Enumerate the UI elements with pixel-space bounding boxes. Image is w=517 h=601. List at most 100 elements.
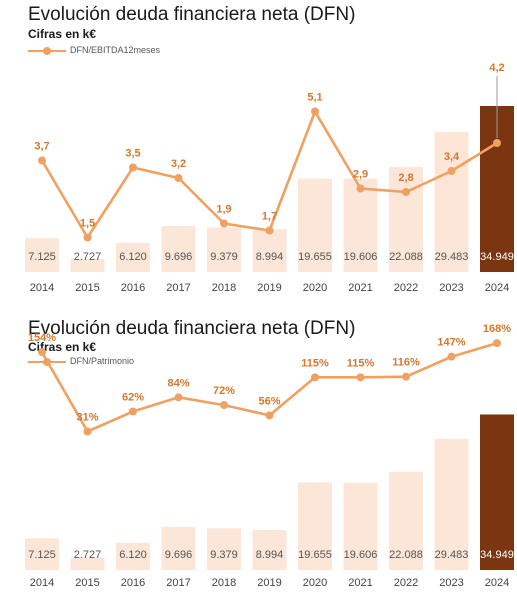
line-point-2017 bbox=[174, 393, 183, 402]
bar-value-label: 7.125 bbox=[28, 251, 56, 263]
line-point-group bbox=[38, 107, 501, 242]
chart-plot-patrimonio: 7.125 2.727 6.120 9.696 9.379 8.994 19.655 19.6… bbox=[25, 323, 514, 589]
x-axis: 2014 2015 2016 2017 2018 2019 2020 2021 2022 2023… bbox=[30, 282, 509, 294]
x-tick-label: 2019 bbox=[257, 577, 281, 589]
x-tick-label: 2016 bbox=[121, 577, 145, 589]
line-point-2018 bbox=[220, 219, 228, 228]
line-value-label: 3,2 bbox=[171, 158, 186, 170]
chart-subtitle: Cifras en k€ bbox=[28, 27, 97, 41]
line-value-label: 147% bbox=[437, 337, 465, 349]
bar-2019 bbox=[252, 229, 287, 272]
bar-label-group: 7.125 2.727 6.120 9.696 9.379 8.994 19.655 19.6… bbox=[28, 251, 514, 263]
x-tick-label: 2014 bbox=[30, 282, 54, 294]
bar-2022 bbox=[389, 471, 423, 570]
line-point-2016 bbox=[129, 163, 137, 172]
chart-panel-ebitda: Evolución deuda financiera neta (DFN) Ci… bbox=[0, 0, 517, 300]
line-point-2014 bbox=[38, 348, 46, 357]
bar-2021 bbox=[343, 482, 378, 570]
line-value-label: 4,2 bbox=[489, 62, 504, 74]
line-value-label: 1,9 bbox=[216, 204, 231, 216]
bar-value-label: 29.483 bbox=[435, 549, 469, 561]
line-point-2020 bbox=[311, 107, 319, 116]
line-point-2023 bbox=[447, 167, 456, 175]
x-tick-label: 2024 bbox=[485, 282, 509, 294]
bar-2015 bbox=[70, 557, 105, 570]
line-value-label: 1,7 bbox=[262, 211, 277, 223]
x-tick-label: 2020 bbox=[303, 577, 327, 589]
line-point-2022 bbox=[402, 188, 410, 196]
chart-title: Evolución deuda financiera neta (DFN) bbox=[28, 4, 356, 25]
bar-value-label: 2.727 bbox=[74, 251, 102, 263]
x-tick-label: 2024 bbox=[485, 577, 509, 589]
legend-line-marker bbox=[28, 47, 66, 55]
bar-2018 bbox=[207, 227, 241, 272]
bar-2019 bbox=[252, 529, 287, 570]
bar-value-label: 34.949 bbox=[480, 549, 514, 561]
bar-value-label: 6.120 bbox=[119, 549, 147, 561]
line-value-label: 3,4 bbox=[444, 151, 460, 163]
x-tick-label: 2017 bbox=[166, 282, 190, 294]
x-tick-label: 2018 bbox=[212, 282, 236, 294]
x-tick-label: 2017 bbox=[166, 577, 190, 589]
line-point-2018 bbox=[220, 401, 228, 410]
x-tick-label: 2015 bbox=[75, 282, 99, 294]
chart-panel-patrimonio: Evolución deuda financiera neta (DFN) Ci… bbox=[0, 310, 517, 601]
x-tick-label: 2021 bbox=[348, 282, 372, 294]
line-point-2019 bbox=[265, 226, 274, 235]
line-point-2015 bbox=[83, 427, 92, 436]
bar-value-label: 19.655 bbox=[298, 251, 332, 263]
x-tick-label: 2020 bbox=[303, 282, 327, 294]
line-point-2016 bbox=[129, 407, 137, 416]
line-point-2019 bbox=[265, 411, 274, 420]
bar-value-label: 19.606 bbox=[344, 549, 378, 561]
bar-value-label: 2.727 bbox=[74, 549, 102, 561]
bar-2020 bbox=[298, 482, 332, 570]
line-value-label: 116% bbox=[392, 357, 420, 369]
bar-2023 bbox=[434, 131, 469, 272]
line-value-label: 154% bbox=[28, 332, 56, 344]
bar-2024 bbox=[480, 414, 514, 570]
x-tick-label: 2021 bbox=[348, 577, 372, 589]
bar-value-label: 9.379 bbox=[210, 549, 238, 561]
line-point-2023 bbox=[447, 352, 456, 361]
line-value-label: 84% bbox=[167, 377, 189, 389]
x-tick-label: 2023 bbox=[439, 282, 463, 294]
bar-value-label: 9.379 bbox=[210, 251, 238, 263]
x-tick-label: 2023 bbox=[439, 577, 463, 589]
line-value-label: 56% bbox=[258, 395, 280, 407]
line-point-2021 bbox=[356, 184, 365, 193]
legend-label: DFN/EBITDA12meses bbox=[70, 45, 161, 55]
line-value-label: 3,7 bbox=[34, 141, 49, 153]
line-label-group: 154% 31% 62% 84% 72% 56% 115% 115% 116% 147% 168% bbox=[28, 323, 511, 423]
bar-2018 bbox=[207, 528, 241, 570]
bar-value-label: 8.994 bbox=[256, 251, 284, 263]
chart-title: Evolución deuda financiera neta (DFN) bbox=[28, 318, 356, 339]
line-value-label: 5,1 bbox=[307, 92, 322, 104]
bar-2014 bbox=[25, 538, 59, 570]
bar-2023 bbox=[434, 438, 469, 570]
x-tick-label: 2019 bbox=[257, 282, 281, 294]
line-value-label: 72% bbox=[213, 385, 235, 397]
line-value-label: 2,8 bbox=[398, 172, 413, 184]
bar-value-label: 9.696 bbox=[165, 549, 193, 561]
bar-group bbox=[25, 105, 514, 272]
legend-label: DFN/Patrimonio bbox=[70, 356, 135, 366]
line-value-label: 1,5 bbox=[80, 218, 95, 230]
line-point-2024 bbox=[493, 339, 501, 348]
bar-value-label: 19.655 bbox=[298, 549, 332, 561]
line-point-group bbox=[38, 339, 501, 436]
bar-value-label: 22.088 bbox=[389, 251, 423, 263]
line-point-2017 bbox=[174, 174, 183, 182]
bar-2014 bbox=[25, 238, 59, 272]
bar-2017 bbox=[161, 526, 196, 570]
line-value-label: 3,5 bbox=[125, 148, 140, 160]
bar-2016 bbox=[116, 542, 150, 570]
bar-value-label: 34.949 bbox=[480, 251, 514, 263]
bar-2020 bbox=[298, 178, 332, 272]
bar-value-label: 8.994 bbox=[256, 549, 284, 561]
line-point-2020 bbox=[311, 373, 319, 382]
line-point-2021 bbox=[356, 373, 365, 382]
bar-value-label: 22.088 bbox=[389, 549, 423, 561]
bar-value-label: 29.483 bbox=[435, 251, 469, 263]
bar-value-label: 9.696 bbox=[165, 251, 193, 263]
